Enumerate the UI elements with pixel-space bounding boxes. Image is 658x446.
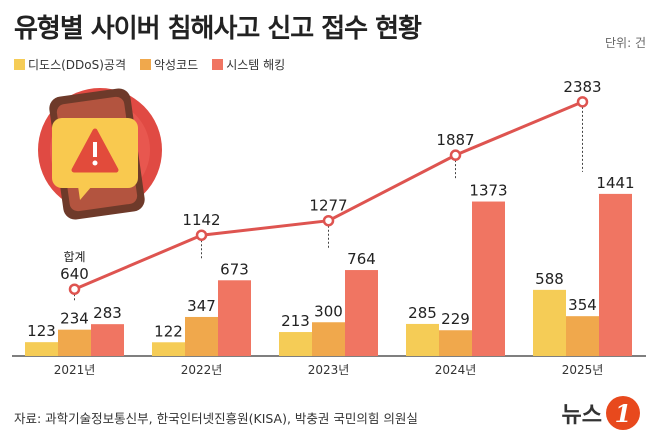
legend-label-hacking: 시스템 해킹 (226, 58, 286, 72)
total-series-label: 합계 (63, 250, 85, 264)
data-label-malware-4: 354 (568, 296, 597, 314)
bar-ddos-0 (25, 342, 58, 356)
legend-item-ddos: 디도스(DDoS)공격 (14, 56, 126, 73)
unit-label: 단위: 건 (605, 36, 646, 50)
bar-hacking-4 (599, 193, 632, 356)
legend-swatch-malware (140, 59, 152, 70)
legend-label-malware: 악성코드 (154, 58, 199, 72)
data-label-hacking-4: 1441 (596, 174, 634, 192)
bar-malware-3 (439, 330, 472, 356)
news1-logo: 뉴스 1 (562, 396, 640, 430)
bar-malware-1 (185, 316, 218, 356)
x-tick-label-2: 2023년 (308, 363, 350, 377)
x-tick-label-3: 2024년 (435, 363, 477, 377)
bar-ddos-3 (406, 323, 439, 356)
total-point-3 (449, 149, 462, 161)
bar-malware-2 (312, 322, 345, 356)
data-label-malware-2: 300 (314, 302, 343, 320)
x-tick-label-0: 2021년 (54, 363, 96, 377)
logo-text: 뉴스 (561, 403, 602, 428)
data-label-malware-0: 234 (60, 310, 89, 328)
total-point-4 (576, 96, 589, 108)
legend-item-hacking: 시스템 해킹 (212, 56, 285, 73)
bar-malware-4 (566, 316, 599, 356)
warning-illustration-icon (38, 88, 162, 220)
data-label-hacking-0: 283 (93, 304, 122, 322)
data-label-ddos-1: 122 (154, 322, 183, 340)
x-tick-label-1: 2022년 (181, 363, 223, 377)
total-point-0 (68, 283, 81, 295)
data-label-ddos-3: 285 (408, 304, 437, 322)
legend-label-ddos: 디도스(DDoS)공격 (28, 58, 127, 72)
total-point-2 (322, 214, 335, 227)
data-label-hacking-3: 1373 (469, 182, 507, 200)
data-label-ddos-0: 123 (27, 322, 56, 340)
legend-item-malware: 악성코드 (140, 56, 198, 73)
total-point-1 (195, 229, 208, 241)
total-label-1: 1142 (182, 211, 220, 229)
bar-hacking-0 (91, 324, 124, 356)
bar-ddos-2 (279, 332, 312, 356)
source-note: 자료: 과학기술정보통신부, 한국인터넷진흥원(KISA), 박충권 국민의힘 … (14, 411, 418, 426)
legend-swatch-hacking (212, 59, 224, 70)
legend-swatch-ddos (14, 59, 25, 70)
bar-ddos-4 (533, 289, 566, 356)
bar-hacking-1 (218, 280, 251, 356)
legend: 디도스(DDoS)공격 악성코드 시스템 해킹 (14, 56, 285, 73)
total-label-3: 1887 (436, 131, 474, 149)
total-label-0: 640 (60, 265, 89, 283)
data-label-hacking-1: 673 (220, 260, 249, 278)
data-label-malware-3: 229 (441, 310, 470, 328)
x-tick-label-4: 2025년 (562, 363, 604, 377)
page-title: 유형별 사이버 침해사고 신고 접수 현황 (14, 14, 422, 44)
bar-hacking-3 (472, 201, 505, 356)
bar-hacking-2 (345, 270, 378, 356)
data-label-hacking-2: 764 (347, 250, 376, 268)
total-label-4: 2383 (563, 78, 601, 96)
bar-ddos-1 (152, 342, 185, 356)
data-label-ddos-4: 588 (535, 270, 564, 288)
data-label-ddos-2: 213 (281, 312, 310, 330)
logo-mark-icon: 1 (606, 396, 640, 430)
bar-malware-0 (58, 329, 91, 356)
total-label-2: 1277 (309, 197, 347, 215)
data-label-malware-1: 347 (187, 297, 216, 315)
